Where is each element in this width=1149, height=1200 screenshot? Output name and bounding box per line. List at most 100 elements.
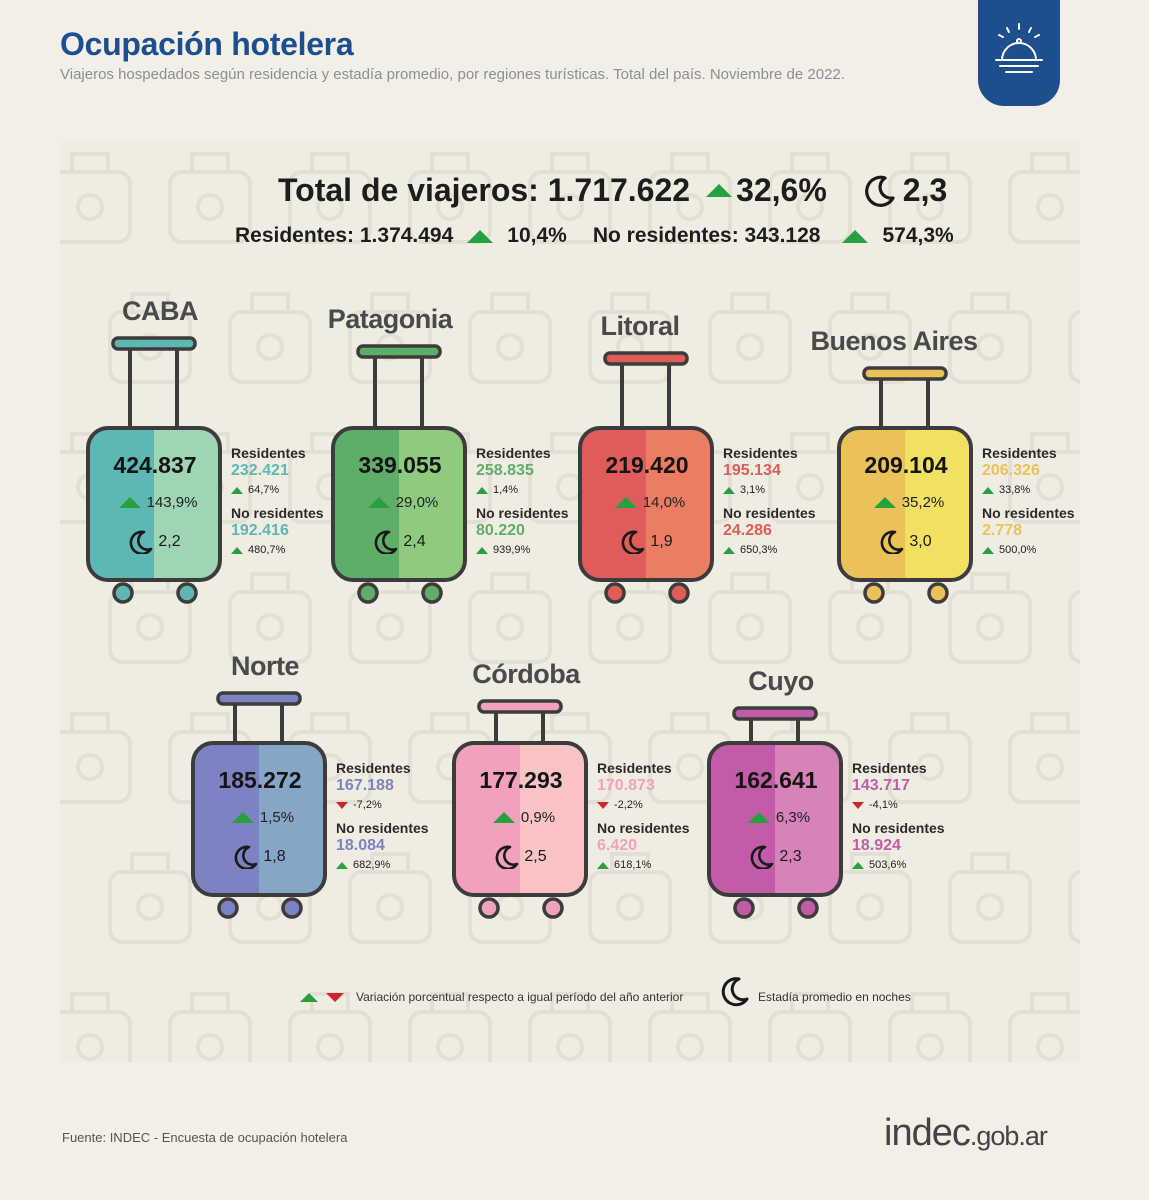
nonresidents-change: 618,1% bbox=[614, 859, 652, 871]
pattern-suitcase bbox=[528, 992, 612, 1062]
residents-value: 232.421 bbox=[231, 462, 289, 479]
pattern-suitcase bbox=[948, 292, 1032, 384]
nonresidents-change: 503,6% bbox=[869, 859, 907, 871]
region-c-rdoba: Córdoba 177.293 0,9% 2,5 Residentes 170.873 -2… bbox=[451, 615, 711, 945]
region-litoral: Litoral 219.420 14,0% 1,9 Residentes 195.134 3… bbox=[577, 300, 837, 630]
nonresidents-label: No residentes bbox=[231, 505, 324, 521]
total-travelers: Total de viajeros: 1.717.622 bbox=[278, 172, 691, 208]
triangle-down-icon bbox=[597, 801, 609, 809]
region-name: Litoral bbox=[600, 311, 680, 341]
triangle-down-icon bbox=[336, 801, 348, 809]
nonresidents-value: 2.778 bbox=[982, 522, 1023, 539]
triangle-up-icon bbox=[476, 546, 488, 554]
residents-value: 195.134 bbox=[723, 462, 781, 479]
region-total: 162.641 bbox=[734, 767, 818, 793]
triangle-up-icon bbox=[982, 486, 994, 494]
legend-stay: Estadía promedio en noches bbox=[758, 990, 911, 1004]
nonresidents-change: 500,0% bbox=[999, 544, 1037, 556]
region-name: Buenos Aires bbox=[810, 326, 978, 356]
pattern-suitcase bbox=[60, 712, 132, 804]
pattern-suitcase bbox=[408, 992, 492, 1062]
pattern-suitcase bbox=[60, 152, 132, 244]
triangle-up-icon bbox=[118, 497, 141, 508]
pattern-suitcase bbox=[288, 152, 372, 244]
total-change: 32,6% bbox=[736, 172, 827, 208]
pattern-suitcase bbox=[1008, 152, 1080, 244]
triangle-up-icon bbox=[231, 812, 254, 823]
triangle-up-icon bbox=[492, 812, 515, 823]
triangle-up-icon bbox=[723, 486, 735, 494]
residents-value: 143.717 bbox=[852, 777, 910, 794]
page-subtitle: Viajeros hospedados según residencia y e… bbox=[60, 66, 845, 83]
residents-value: 258.835 bbox=[476, 462, 534, 479]
nonresidents-value: 24.286 bbox=[723, 522, 772, 539]
pattern-suitcase bbox=[888, 152, 972, 244]
residents-label: Residentes bbox=[723, 445, 798, 461]
pattern-suitcase bbox=[348, 852, 432, 944]
moon-icon bbox=[622, 530, 645, 554]
region-name: Cuyo bbox=[748, 666, 814, 696]
residents-change: 3,1% bbox=[740, 484, 766, 496]
residents-value: 167.188 bbox=[336, 777, 394, 794]
triangle-up-icon bbox=[476, 486, 488, 494]
residents-change: 33,8% bbox=[999, 484, 1031, 496]
pattern-suitcase bbox=[888, 712, 972, 804]
logo-main: indec bbox=[884, 1112, 971, 1154]
residents-change: -7,2% bbox=[353, 799, 382, 811]
residents-label: Residentes bbox=[982, 445, 1057, 461]
nonresidents-change: 574,3% bbox=[882, 224, 954, 247]
hotel-badge bbox=[978, 0, 1060, 106]
source-note: Fuente: INDEC - Encuesta de ocupación ho… bbox=[62, 1130, 348, 1145]
triangle-up-icon bbox=[852, 861, 864, 869]
moon-icon bbox=[881, 530, 904, 554]
logo-suffix: .gob.ar bbox=[969, 1121, 1048, 1151]
moon-icon bbox=[130, 530, 153, 554]
nonresidents-value: 80.220 bbox=[476, 522, 525, 539]
residents-change: 64,7% bbox=[248, 484, 280, 496]
region-caba: CABA 424.837 143,9% 2,2 Residentes 232.421 64,… bbox=[85, 296, 345, 630]
residents-change: 1,4% bbox=[493, 484, 519, 496]
nonresidents-value: 18.084 bbox=[336, 837, 385, 854]
region-change: 14,0% bbox=[642, 494, 686, 511]
suitcase-icon bbox=[452, 699, 588, 919]
pattern-suitcase bbox=[468, 292, 552, 384]
region-total: 219.420 bbox=[605, 452, 689, 478]
residents-change: 10,4% bbox=[507, 224, 567, 247]
triangle-up-icon bbox=[842, 229, 869, 243]
pattern-suitcase bbox=[288, 992, 372, 1062]
moon-icon bbox=[751, 845, 774, 869]
pattern-suitcase bbox=[528, 152, 612, 244]
pattern-suitcase bbox=[168, 152, 252, 244]
pattern-suitcase bbox=[708, 572, 792, 664]
residents-label: Residentes bbox=[476, 445, 551, 461]
total-stay: 2,3 bbox=[902, 172, 948, 208]
residents-change: -2,2% bbox=[614, 799, 643, 811]
region-stay: 2,2 bbox=[158, 533, 181, 550]
nonresidents-label: No residentes bbox=[723, 505, 816, 521]
region-patagonia: Patagonia 339.055 29,0% 2,4 Residentes 258.83… bbox=[328, 300, 590, 630]
region-total: 339.055 bbox=[358, 452, 442, 478]
region-total: 424.837 bbox=[113, 452, 197, 478]
indec-logo: indec.gob.ar bbox=[884, 1112, 1048, 1155]
pattern-suitcase bbox=[408, 152, 492, 244]
residents-label: Residentes bbox=[852, 760, 927, 776]
nonresidents-change: 650,3% bbox=[740, 544, 778, 556]
triangle-up-icon bbox=[982, 546, 994, 554]
region-change: 1,5% bbox=[259, 809, 295, 826]
nonresidents-label: No residentes bbox=[476, 505, 569, 521]
region-change: 29,0% bbox=[395, 494, 439, 511]
triangle-up-icon bbox=[747, 812, 770, 823]
triangle-up-icon bbox=[367, 497, 390, 508]
pattern-suitcase bbox=[948, 572, 1032, 664]
moon-icon bbox=[496, 845, 519, 869]
residents-value: 206.326 bbox=[982, 462, 1040, 479]
pattern-suitcase bbox=[648, 992, 732, 1062]
hotel-bell-icon bbox=[995, 23, 1043, 73]
nonresidents-value: 192.416 bbox=[231, 522, 289, 539]
pattern-suitcase bbox=[708, 292, 792, 384]
pattern-suitcase bbox=[108, 852, 192, 944]
residents-label: Residentes bbox=[336, 760, 411, 776]
pattern-suitcase bbox=[1068, 590, 1080, 664]
nonresidents-label: No residentes bbox=[336, 820, 429, 836]
nonresidents-change: 939,9% bbox=[493, 544, 531, 556]
